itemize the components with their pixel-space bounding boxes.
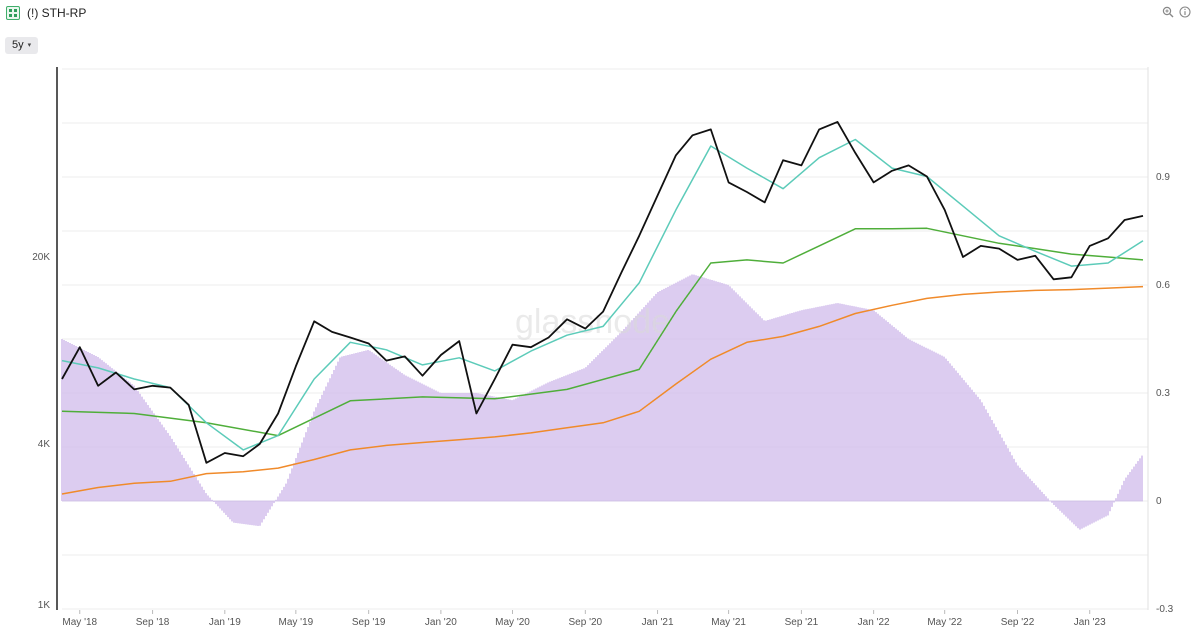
- series-line-1: [61, 138, 1144, 451]
- title-bar: (!) STH-RP: [0, 0, 1200, 28]
- x-tick-label: Jan '22: [858, 617, 890, 628]
- series-line-0: [61, 121, 1144, 464]
- x-tick-label: Sep '22: [1001, 617, 1035, 628]
- left-tick-label: 20K: [32, 252, 50, 263]
- right-tick-label: 0.3: [1156, 388, 1170, 399]
- info-icon[interactable]: [1179, 6, 1191, 18]
- grid-lines: [62, 68, 1148, 610]
- chart-title: (!) STH-RP: [27, 6, 87, 20]
- right-tick-label: -0.3: [1156, 604, 1174, 615]
- x-tick-label: Sep '21: [785, 617, 819, 628]
- left-tick-label: 4K: [38, 439, 51, 450]
- x-tick-label: May '20: [495, 617, 530, 628]
- chart-grid-icon: [6, 6, 20, 20]
- x-axis-ticks: May '18 Sep '18 Jan '19 May '19 Sep '19 Jan '…: [62, 610, 1106, 628]
- right-tick-label: 0.9: [1156, 172, 1170, 183]
- left-tick-label: 1K: [38, 600, 51, 611]
- series-line-3: [61, 285, 1144, 495]
- series-line-2: [61, 227, 1144, 437]
- x-tick-label: May '18: [62, 617, 97, 628]
- x-tick-label: Sep '18: [136, 617, 170, 628]
- x-tick-label: Jan '20: [425, 617, 457, 628]
- x-tick-label: May '22: [927, 617, 962, 628]
- range-selector-button[interactable]: 5y ▾: [5, 37, 39, 54]
- x-tick-label: Jan '19: [209, 617, 241, 628]
- x-tick-label: Sep '20: [569, 617, 603, 628]
- x-tick-label: Jan '21: [642, 617, 674, 628]
- right-tick-label: 0.6: [1156, 280, 1170, 291]
- range-label: 5y: [12, 39, 24, 51]
- x-tick-label: Sep '19: [352, 617, 386, 628]
- x-tick-label: May '21: [711, 617, 746, 628]
- zoom-icon[interactable]: [1162, 6, 1174, 18]
- right-axis-ticks: -0.3 0 0.3 0.6 0.9: [1156, 172, 1174, 615]
- x-tick-label: Jan '23: [1074, 617, 1106, 628]
- chevron-down-icon: ▾: [27, 42, 32, 49]
- series-lines: [61, 121, 1144, 495]
- oscillator-bars: [61, 274, 1143, 530]
- right-tick-label: 0: [1156, 496, 1162, 507]
- left-axis-ticks: 1K 4K 20K: [32, 252, 50, 611]
- x-tick-label: May '19: [278, 617, 313, 628]
